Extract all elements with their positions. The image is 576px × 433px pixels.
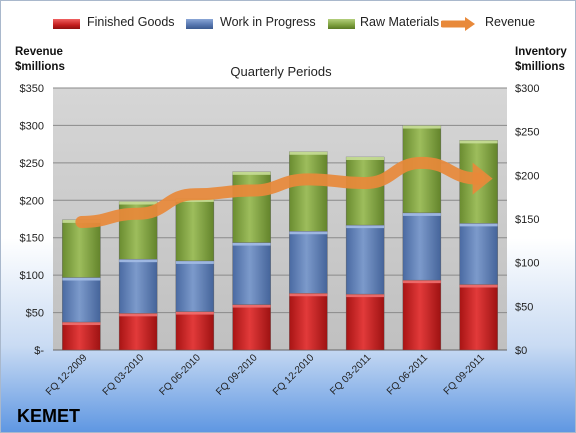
x-axis-tick-label: FQ 03-2010: [101, 352, 147, 398]
bar-raw-materials: [232, 171, 271, 243]
right-axis-tick-label: $300: [515, 83, 539, 95]
bar-finished-goods-top-highlight: [346, 294, 385, 298]
bar-raw-materials: [62, 219, 101, 278]
right-axis-tick-label: $250: [515, 127, 539, 139]
left-axis-title-line1: Revenue: [15, 46, 63, 58]
bar-finished-goods: [232, 304, 271, 351]
right-axis-tick-label: $200: [515, 170, 539, 182]
bar-finished-goods-top-highlight: [459, 284, 498, 288]
bar-raw-materials: [289, 151, 328, 232]
bar-work-in-progress-top-highlight: [175, 260, 214, 264]
bar-work-in-progress-top-highlight: [346, 225, 385, 229]
bar-work-in-progress-top-highlight: [402, 212, 441, 216]
bar-raw-materials-top-highlight: [402, 125, 441, 129]
left-axis-tick-label: $350: [20, 83, 44, 95]
bar-work-in-progress: [175, 260, 215, 312]
legend-label-revenue: Revenue: [485, 15, 536, 29]
x-axis-tick-label: FQ 12-2010: [271, 352, 317, 398]
bar-work-in-progress-top-highlight: [62, 277, 101, 281]
bar-finished-goods-top-highlight: [289, 293, 328, 297]
bar-raw-materials-top-highlight: [346, 156, 385, 160]
left-axis-tick-label: $250: [20, 158, 44, 170]
right-axis-tick-label: $150: [515, 214, 539, 226]
bar-finished-goods-top-highlight: [232, 304, 271, 308]
x-axis-tick-label: FQ 09-2010: [214, 352, 260, 398]
legend-swatch-wip: [186, 19, 213, 29]
bar-work-in-progress-top-highlight: [289, 231, 328, 235]
bar-finished-goods-top-highlight: [175, 311, 214, 315]
bar-raw-materials-top-highlight: [459, 140, 498, 144]
bar-finished-goods: [345, 293, 385, 351]
left-axis-tick-label: $200: [20, 195, 44, 207]
bar-work-in-progress: [62, 277, 101, 323]
bar-work-in-progress: [402, 212, 442, 281]
legend-label-raw: Raw Materials: [360, 15, 440, 29]
chart-title: Quarterly Periods: [230, 64, 332, 79]
bar-raw-materials: [345, 156, 385, 226]
x-axis-tick-label: FQ 12-2009: [44, 352, 90, 398]
x-axis-tick-label: FQ 06-2010: [157, 352, 203, 398]
x-axis-tick-label: FQ 03-2011: [328, 352, 373, 397]
legend-swatch-raw: [328, 19, 355, 29]
bar-finished-goods-top-highlight: [62, 322, 101, 326]
bar-work-in-progress: [345, 224, 385, 295]
left-axis-tick-label: $300: [20, 120, 44, 132]
bar-raw-materials: [175, 198, 215, 262]
bar-work-in-progress-top-highlight: [119, 259, 158, 263]
right-axis-title: Inventory $millions: [515, 45, 567, 75]
left-axis-tick-label: $150: [20, 233, 44, 245]
right-axis-tick-label: $50: [515, 301, 533, 313]
legend-swatch-finished-goods: [53, 19, 80, 29]
bar-finished-goods: [402, 279, 442, 351]
bar-work-in-progress-top-highlight: [459, 223, 498, 227]
bar-work-in-progress: [232, 242, 271, 305]
right-axis-title-line2: $millions: [515, 61, 565, 73]
bar-finished-goods: [459, 284, 498, 351]
x-axis-tick-label: FQ 09-2011: [442, 352, 487, 397]
bar-raw-materials-top-highlight: [289, 151, 328, 155]
bar-finished-goods: [175, 311, 215, 351]
right-axis-title-line1: Inventory: [515, 46, 567, 58]
bar-work-in-progress: [289, 231, 328, 294]
bar-raw-materials-top-highlight: [175, 198, 214, 202]
revenue-arrowhead: [472, 162, 493, 195]
left-axis-tick-label: $-: [34, 345, 44, 357]
left-axis-tick-label: $50: [26, 308, 44, 320]
left-axis-tick-label: $100: [20, 270, 44, 282]
bar-work-in-progress: [459, 223, 498, 285]
right-axis-tick-label: $100: [515, 258, 539, 270]
brand-logo-text: KEMET: [17, 406, 80, 426]
bar-raw-materials-top-highlight: [119, 201, 158, 205]
left-axis-title: Revenue $millions: [15, 45, 65, 75]
bar-work-in-progress-top-highlight: [232, 242, 271, 246]
right-axis-tick-label: $0: [515, 345, 527, 357]
bar-work-in-progress: [118, 258, 158, 314]
bar-finished-goods-top-highlight: [402, 280, 441, 284]
legend-label-finished-goods: Finished Goods: [87, 15, 175, 29]
x-axis-tick-label: FQ 06-2011: [385, 352, 430, 397]
revenue-line: [75, 156, 485, 228]
legend-label-wip: Work in Progress: [220, 15, 316, 29]
bar-finished-goods-top-highlight: [119, 313, 158, 317]
bar-raw-materials-top-highlight: [232, 171, 271, 175]
bar-finished-goods: [62, 321, 101, 351]
legend-swatch-revenue: [441, 17, 475, 31]
left-axis-title-line2: $millions: [15, 61, 65, 73]
bar-finished-goods: [118, 313, 158, 351]
bar-finished-goods: [289, 293, 328, 351]
